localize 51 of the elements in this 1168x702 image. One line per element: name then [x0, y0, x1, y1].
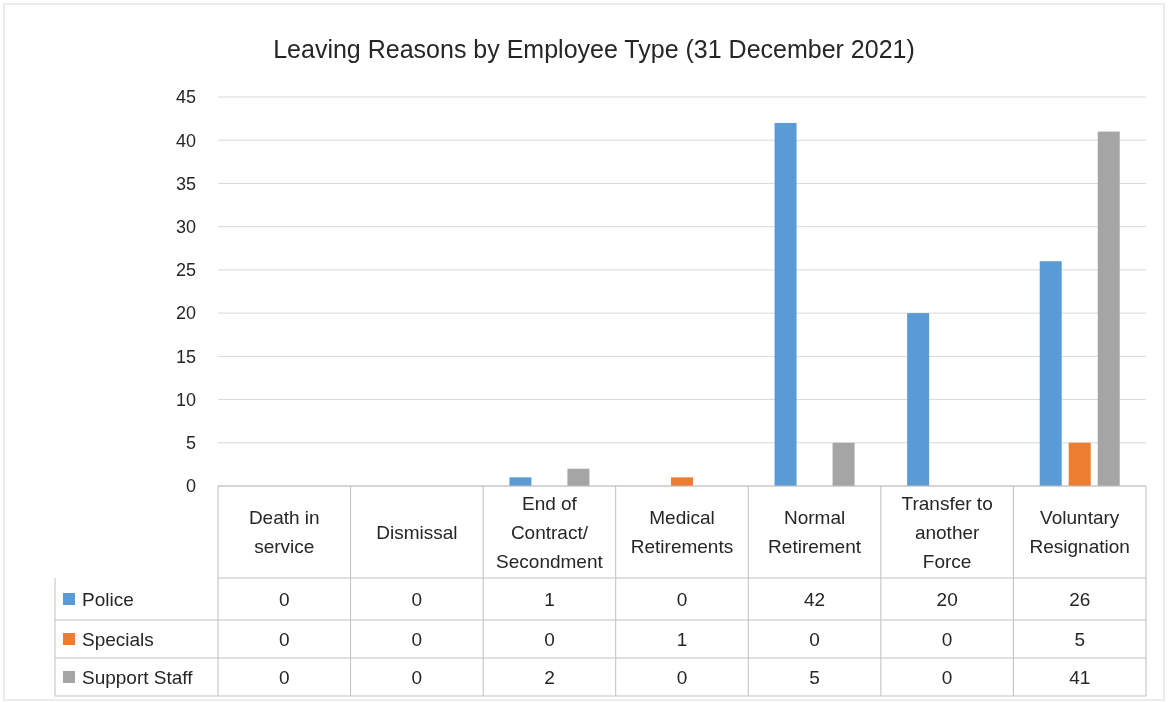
data-label: 41: [1069, 666, 1091, 688]
data-label: 0: [411, 628, 423, 650]
legend-label: Specials: [82, 628, 154, 650]
bar: [509, 477, 532, 486]
data-label: 0: [411, 588, 423, 610]
y-tick-label: 25: [175, 260, 196, 281]
data-label: 0: [809, 628, 820, 650]
y-tick-label: 40: [175, 130, 196, 151]
x-tick-label: Death in service: [248, 507, 320, 558]
data-label: 0: [279, 666, 290, 688]
x-tick-label: Medical Retirements: [630, 507, 734, 558]
data-label: 0: [676, 588, 688, 610]
bar: [907, 313, 930, 486]
data-label: 20: [936, 588, 958, 610]
bar: [774, 122, 797, 486]
x-tick-label: Normal Retirement: [768, 507, 862, 558]
data-label: 2: [544, 666, 555, 688]
data-label: 0: [676, 666, 688, 688]
data-label: 0: [279, 628, 290, 650]
bar: [671, 477, 693, 486]
y-tick-label: 35: [175, 173, 196, 194]
bar: [567, 468, 590, 486]
y-tick-label: 10: [175, 389, 196, 410]
bar: [1097, 131, 1120, 486]
chart-title: Leaving Reasons by Employee Type (31 December 2021): [273, 35, 915, 63]
y-tick-label: 5: [185, 433, 196, 454]
y-tick-label: 15: [175, 346, 196, 367]
data-label: 0: [279, 588, 290, 610]
data-label: 1: [676, 628, 688, 650]
bar: [1039, 261, 1062, 486]
x-tick-label: Dismissal: [376, 521, 458, 543]
x-tick-label: Transfer to another Force: [901, 492, 993, 572]
y-tick-label: 45: [175, 87, 196, 108]
y-tick-label: 30: [175, 216, 196, 237]
bar: [832, 442, 855, 486]
data-label: 5: [1074, 628, 1085, 650]
data-label: 0: [411, 666, 423, 688]
data-label: 0: [544, 628, 555, 650]
data-label: 0: [941, 666, 953, 688]
legend-label: Police: [82, 588, 134, 610]
data-label: 5: [809, 666, 820, 688]
x-tick-label: Voluntary Resignation: [1029, 507, 1130, 558]
y-tick-label: 20: [175, 303, 196, 324]
y-tick-label: 0: [185, 476, 196, 497]
data-label: 0: [941, 628, 953, 650]
x-tick-label: End of Contract/Secondment: [496, 492, 604, 572]
data-label: 26: [1069, 588, 1091, 610]
data-label: 1: [544, 588, 555, 610]
data-label: 42: [804, 588, 826, 610]
legend-label: Support Staff: [82, 666, 194, 688]
bar: [1068, 442, 1091, 486]
